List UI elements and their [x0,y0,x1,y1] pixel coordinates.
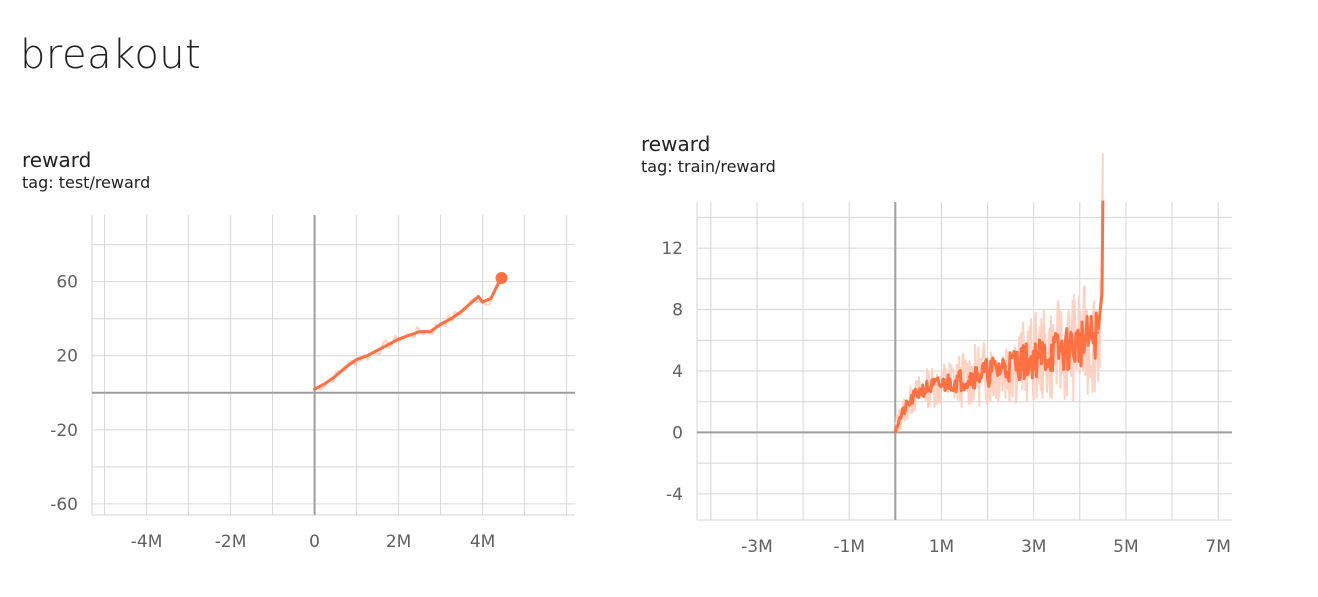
x-tick-label: 0 [309,532,320,552]
data-point [1069,346,1072,350]
data-point [418,330,421,333]
data-point [1041,354,1045,357]
data-point [477,295,480,298]
y-tick-label: 20 [56,347,78,367]
y-tick-label: 12 [661,239,683,259]
x-tick-label: 7M [1205,537,1230,557]
data-point [460,310,463,313]
data-point [386,343,390,346]
x-tick-label: 5M [1113,537,1138,557]
data-point [1097,331,1100,334]
x-tick-label: 3M [1021,537,1046,557]
data-point [1050,351,1054,354]
series-raw-line [313,272,503,392]
data-point [903,408,906,411]
y-tick-label: 4 [672,362,683,382]
chart-tag: tag: train/reward [641,157,776,176]
series-raw-line [894,153,1104,433]
data-point [1100,292,1104,296]
data-point [1060,349,1063,353]
chart-card-test-reward: reward tag: test/reward [22,148,150,194]
data-point [977,372,980,376]
x-tick-label: 4M [470,532,495,552]
data-point [344,365,348,369]
y-tick-label: 0 [672,423,683,443]
data-point [1032,357,1035,360]
x-tick-label: 1M [929,537,954,557]
data-point [355,358,358,361]
data-point [313,387,316,391]
x-tick-label: -3M [741,537,773,557]
chart-card-train-reward: reward tag: train/reward [641,132,776,178]
x-tick-label: -2M [215,532,247,552]
data-point [470,300,474,304]
data-point [1087,339,1091,342]
data-point [323,382,327,385]
data-point [489,297,493,300]
series-line [893,200,1105,434]
data-point [481,300,484,304]
data-point [449,317,453,320]
data-point [967,375,971,379]
data-point [1078,342,1082,345]
data-point [439,323,442,326]
chart-title: reward [641,132,711,156]
data-point [949,380,952,383]
data-point [496,284,499,287]
y-tick-label: -4 [666,485,683,505]
y-tick-label: -20 [50,421,78,441]
data-point [428,330,432,333]
data-point [986,371,989,374]
x-tick-label: 2M [386,532,411,552]
data-point [1101,200,1105,204]
data-point [1023,360,1026,363]
data-point [1014,362,1017,365]
data-point [376,348,379,352]
data-point [921,388,925,391]
data-point [940,383,943,387]
y-tick-label: 60 [56,273,78,293]
data-point [365,354,369,357]
last-value-marker [495,271,508,284]
page-title: breakout [20,32,202,78]
data-point [1004,365,1008,368]
data-point [397,337,400,341]
x-tick-label: -4M [131,532,163,552]
data-point [958,379,962,382]
data-point [995,368,998,371]
data-point [407,334,411,337]
data-point [931,385,934,388]
y-tick-label: 8 [672,301,683,321]
chart-tag: tag: test/reward [22,173,151,192]
data-point [912,395,915,399]
y-tick-label: -60 [50,495,78,515]
chart-title: reward [22,148,92,172]
x-tick-label: -1M [833,537,865,557]
data-point [894,426,897,430]
data-point [334,374,337,378]
